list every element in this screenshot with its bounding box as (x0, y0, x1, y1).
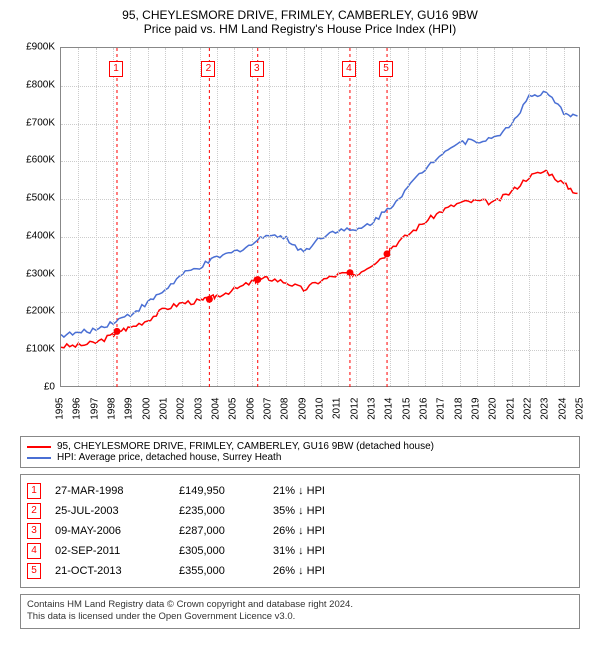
footer-line: Contains HM Land Registry data © Crown c… (27, 599, 573, 611)
x-tick-label: 2020 (488, 398, 499, 428)
y-tick-label: £300K (10, 268, 55, 279)
y-tick-label: £900K (10, 42, 55, 53)
x-tick-label: 2003 (193, 398, 204, 428)
sale-marker-box: 5 (379, 61, 393, 77)
sales-table: 1 27-MAR-1998 £149,950 21% ↓ HPI 2 25-JUL-200… (20, 474, 580, 588)
x-tick-label: 2024 (557, 398, 568, 428)
sale-index-box: 5 (27, 563, 41, 579)
sale-pct-vs-hpi: 35% ↓ HPI (273, 505, 363, 517)
sales-table-row: 3 09-MAY-2006 £287,000 26% ↓ HPI (27, 521, 573, 541)
legend-item: HPI: Average price, detached house, Surr… (27, 452, 573, 463)
x-tick-label: 1998 (107, 398, 118, 428)
y-tick-label: £100K (10, 344, 55, 355)
sale-date: 09-MAY-2006 (55, 525, 165, 537)
chart-container: 95, CHEYLESMORE DRIVE, FRIMLEY, CAMBERLE… (0, 0, 600, 650)
plot-region (60, 47, 580, 387)
sale-pct-vs-hpi: 21% ↓ HPI (273, 485, 363, 497)
x-tick-label: 2000 (141, 398, 152, 428)
y-tick-label: £0 (10, 382, 55, 393)
chart-title: 95, CHEYLESMORE DRIVE, FRIMLEY, CAMBERLE… (10, 8, 590, 22)
y-tick-label: £600K (10, 155, 55, 166)
sale-date: 02-SEP-2011 (55, 545, 165, 557)
x-tick-label: 2010 (315, 398, 326, 428)
x-tick-label: 2021 (505, 398, 516, 428)
x-tick-label: 2018 (453, 398, 464, 428)
x-tick-label: 2009 (297, 398, 308, 428)
sale-price: £355,000 (179, 565, 259, 577)
sale-marker-box: 4 (342, 61, 356, 77)
sale-price: £149,950 (179, 485, 259, 497)
sale-marker-box: 1 (109, 61, 123, 77)
sale-price: £305,000 (179, 545, 259, 557)
legend-label: 95, CHEYLESMORE DRIVE, FRIMLEY, CAMBERLE… (57, 441, 434, 452)
x-tick-label: 2016 (419, 398, 430, 428)
sale-index-box: 4 (27, 543, 41, 559)
footer-line: This data is licensed under the Open Gov… (27, 611, 573, 623)
sales-table-row: 2 25-JUL-2003 £235,000 35% ↓ HPI (27, 501, 573, 521)
x-tick-label: 2025 (575, 398, 586, 428)
x-tick-label: 1995 (55, 398, 66, 428)
chart-subtitle: Price paid vs. HM Land Registry's House … (10, 22, 590, 36)
x-tick-label: 1997 (89, 398, 100, 428)
x-tick-label: 2014 (384, 398, 395, 428)
x-tick-label: 2013 (367, 398, 378, 428)
x-tick-label: 2008 (280, 398, 291, 428)
sale-date: 27-MAR-1998 (55, 485, 165, 497)
sale-index-box: 3 (27, 523, 41, 539)
legend-label: HPI: Average price, detached house, Surr… (57, 452, 281, 463)
sales-table-row: 4 02-SEP-2011 £305,000 31% ↓ HPI (27, 541, 573, 561)
chart-area: £0 £100K £200K £300K £400K £500K £600K £700K £80… (10, 42, 590, 432)
x-tick-label: 2011 (332, 398, 343, 428)
sales-table-row: 1 27-MAR-1998 £149,950 21% ↓ HPI (27, 481, 573, 501)
y-tick-label: £500K (10, 193, 55, 204)
x-tick-label: 2007 (263, 398, 274, 428)
x-tick-label: 2005 (228, 398, 239, 428)
x-tick-label: 2012 (349, 398, 360, 428)
legend-swatch (27, 446, 51, 448)
sale-index-box: 2 (27, 503, 41, 519)
sale-pct-vs-hpi: 31% ↓ HPI (273, 545, 363, 557)
x-tick-label: 1999 (124, 398, 135, 428)
y-tick-label: £800K (10, 79, 55, 90)
sale-price: £235,000 (179, 505, 259, 517)
footer: Contains HM Land Registry data © Crown c… (20, 594, 580, 629)
sale-date: 25-JUL-2003 (55, 505, 165, 517)
x-tick-label: 2015 (401, 398, 412, 428)
x-tick-label: 2006 (245, 398, 256, 428)
x-tick-label: 2017 (436, 398, 447, 428)
y-tick-label: £400K (10, 230, 55, 241)
sale-marker-box: 2 (201, 61, 215, 77)
x-tick-label: 2023 (540, 398, 551, 428)
sale-pct-vs-hpi: 26% ↓ HPI (273, 525, 363, 537)
sale-date: 21-OCT-2013 (55, 565, 165, 577)
legend-swatch (27, 457, 51, 459)
legend: 95, CHEYLESMORE DRIVE, FRIMLEY, CAMBERLE… (20, 436, 580, 468)
y-tick-label: £200K (10, 306, 55, 317)
y-tick-label: £700K (10, 117, 55, 128)
x-tick-label: 2001 (159, 398, 170, 428)
x-tick-label: 2019 (471, 398, 482, 428)
x-tick-label: 2004 (211, 398, 222, 428)
sale-marker-box: 3 (250, 61, 264, 77)
sales-table-row: 5 21-OCT-2013 £355,000 26% ↓ HPI (27, 561, 573, 581)
sale-price: £287,000 (179, 525, 259, 537)
x-tick-label: 1996 (72, 398, 83, 428)
sale-index-box: 1 (27, 483, 41, 499)
legend-item: 95, CHEYLESMORE DRIVE, FRIMLEY, CAMBERLE… (27, 441, 573, 452)
sale-pct-vs-hpi: 26% ↓ HPI (273, 565, 363, 577)
x-tick-label: 2022 (523, 398, 534, 428)
x-tick-label: 2002 (176, 398, 187, 428)
